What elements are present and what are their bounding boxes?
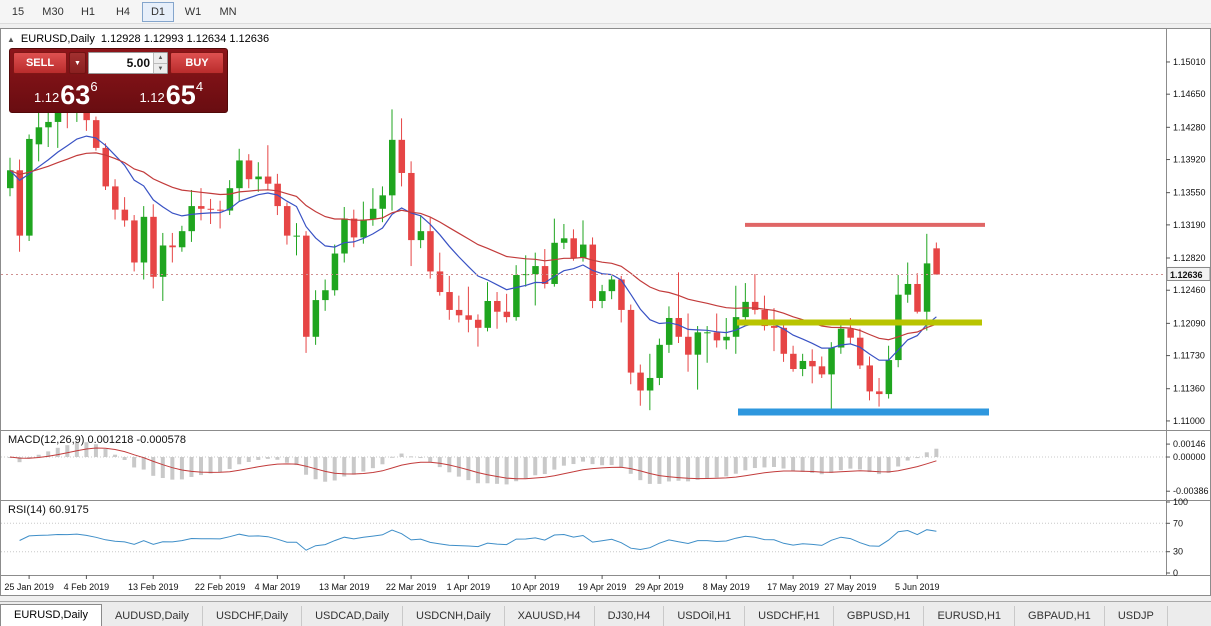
svg-text:1.11000: 1.11000 bbox=[1173, 416, 1205, 426]
period-m30-button[interactable]: M30 bbox=[42, 5, 64, 18]
svg-text:1 Apr 2019: 1 Apr 2019 bbox=[447, 582, 491, 592]
rsi-label: RSI(14) 60.9175 bbox=[8, 504, 89, 516]
period-h1-button[interactable]: H1 bbox=[80, 5, 96, 18]
svg-text:4 Mar 2019: 4 Mar 2019 bbox=[255, 582, 301, 592]
svg-text:19 Apr 2019: 19 Apr 2019 bbox=[578, 582, 627, 592]
rsi-line bbox=[19, 529, 937, 551]
svg-text:1.12820: 1.12820 bbox=[1173, 253, 1206, 263]
svg-text:100: 100 bbox=[1173, 497, 1188, 507]
tab-usdoil-h1[interactable]: USDOil,H1 bbox=[664, 606, 746, 626]
chart-tabs-bar: EURUSD,Daily AUDUSD,Daily USDCHF,Daily U… bbox=[0, 601, 1211, 626]
tab-eurusd-daily[interactable]: EURUSD,Daily bbox=[0, 604, 102, 626]
buy-price-pips: 65 bbox=[165, 80, 196, 110]
chart-title: ▲ EURUSD,Daily 1.12928 1.12993 1.12634 1… bbox=[7, 33, 269, 45]
tab-usdchf-daily[interactable]: USDCHF,Daily bbox=[203, 606, 303, 626]
svg-text:-0.00386: -0.00386 bbox=[1173, 486, 1209, 496]
svg-text:1.13550: 1.13550 bbox=[1173, 188, 1206, 198]
svg-text:8 May 2019: 8 May 2019 bbox=[703, 582, 750, 592]
chart-canvas[interactable]: 1.15010 1.14650 1.14280 1.13920 1.13550 1.131… bbox=[0, 24, 1211, 602]
tab-usdcad-daily[interactable]: USDCAD,Daily bbox=[302, 606, 404, 626]
rsi-axis: 100 70 30 0 bbox=[1166, 497, 1188, 578]
svg-text:27 May 2019: 27 May 2019 bbox=[824, 582, 876, 592]
tab-eurusd-h1[interactable]: EURUSD,H1 bbox=[924, 606, 1016, 626]
ma-slow-line bbox=[9, 152, 937, 341]
candlestick-series bbox=[7, 97, 940, 415]
tab-dj30-h4[interactable]: DJ30,H4 bbox=[595, 606, 665, 626]
svg-text:1.12636: 1.12636 bbox=[1170, 270, 1203, 280]
collapse-trade-panel-icon[interactable]: ▲ bbox=[7, 34, 15, 44]
svg-text:22 Mar 2019: 22 Mar 2019 bbox=[386, 582, 437, 592]
tab-xauusd-h4[interactable]: XAUUSD,H4 bbox=[505, 606, 595, 626]
svg-text:70: 70 bbox=[1173, 518, 1183, 528]
period-h4-button[interactable]: H4 bbox=[115, 5, 131, 18]
ma-fast-line bbox=[9, 135, 937, 361]
volume-box: ▲ ▼ bbox=[88, 52, 168, 74]
buy-button[interactable]: BUY bbox=[170, 52, 224, 74]
chart-symbol-label: EURUSD,Daily bbox=[20, 33, 95, 45]
svg-text:0: 0 bbox=[1173, 568, 1178, 578]
macd-label: MACD(12,26,9) 0.001218 -0.000578 bbox=[8, 434, 186, 446]
period-m15-button[interactable]: 15 bbox=[11, 5, 25, 18]
chart-window-frame bbox=[0, 28, 1211, 596]
buy-price-display[interactable]: 1.12 65 4 bbox=[119, 76, 225, 109]
sell-price-point: 6 bbox=[90, 79, 98, 94]
tab-gbpaud-h1[interactable]: GBPAUD,H1 bbox=[1015, 606, 1105, 626]
order-type-dropdown[interactable]: ▼ bbox=[69, 52, 86, 74]
svg-text:30: 30 bbox=[1173, 547, 1183, 557]
chart-window: 1.15010 1.14650 1.14280 1.13920 1.13550 1.131… bbox=[0, 24, 1211, 602]
svg-text:4 Feb 2019: 4 Feb 2019 bbox=[64, 582, 110, 592]
macd-axis: 0.00146 0.00000 -0.00386 bbox=[1166, 439, 1209, 496]
svg-text:1.14280: 1.14280 bbox=[1173, 122, 1206, 132]
chart-ohlc-values: 1.12928 1.12993 1.12634 1.12636 bbox=[100, 33, 270, 45]
svg-text:0.00000: 0.00000 bbox=[1173, 452, 1206, 462]
macd-histogram bbox=[8, 442, 939, 485]
svg-text:1.15010: 1.15010 bbox=[1173, 57, 1206, 67]
sell-price-display[interactable]: 1.12 63 6 bbox=[13, 76, 119, 109]
svg-text:1.12460: 1.12460 bbox=[1173, 285, 1206, 295]
stepper-down-icon[interactable]: ▼ bbox=[154, 64, 167, 73]
svg-text:1.13920: 1.13920 bbox=[1173, 155, 1206, 165]
tab-usdjp[interactable]: USDJP bbox=[1105, 606, 1168, 626]
tab-audusd-daily[interactable]: AUDUSD,Daily bbox=[102, 606, 203, 626]
price-axis[interactable]: 1.15010 1.14650 1.14280 1.13920 1.13550 1.131… bbox=[1166, 57, 1206, 426]
svg-text:1.11360: 1.11360 bbox=[1173, 384, 1205, 394]
svg-text:10 Apr 2019: 10 Apr 2019 bbox=[511, 582, 560, 592]
svg-text:1.12090: 1.12090 bbox=[1173, 318, 1206, 328]
volume-input[interactable] bbox=[89, 53, 153, 73]
svg-text:13 Mar 2019: 13 Mar 2019 bbox=[319, 582, 370, 592]
stepper-up-icon[interactable]: ▲ bbox=[154, 53, 167, 64]
tab-usdchf-h1[interactable]: USDCHF,H1 bbox=[745, 606, 834, 626]
sell-price-pips: 63 bbox=[60, 80, 91, 110]
macd-signal-line bbox=[9, 447, 937, 480]
period-w1-button[interactable]: W1 bbox=[184, 5, 202, 18]
tab-usdcnh-daily[interactable]: USDCNH,Daily bbox=[403, 606, 505, 626]
sell-price-prefix: 1.12 bbox=[33, 90, 60, 105]
svg-text:22 Feb 2019: 22 Feb 2019 bbox=[195, 582, 246, 592]
buy-price-point: 4 bbox=[195, 79, 204, 94]
tab-gbpusd-h1[interactable]: GBPUSD,H1 bbox=[834, 606, 925, 626]
bid-price-tag bbox=[1166, 266, 1211, 281]
time-axis[interactable]: 25 Jan 2019 4 Feb 2019 13 Feb 2019 22 Feb 2… bbox=[4, 575, 940, 592]
one-click-trade-panel: SELL ▼ ▲ ▼ BUY 1.12 63 6 bbox=[9, 48, 228, 113]
period-d1-button[interactable]: D1 bbox=[142, 1, 174, 22]
volume-stepper: ▲ ▼ bbox=[153, 53, 167, 73]
sell-button[interactable]: SELL bbox=[13, 52, 67, 74]
svg-text:1.13190: 1.13190 bbox=[1173, 220, 1206, 230]
svg-text:13 Feb 2019: 13 Feb 2019 bbox=[128, 582, 179, 592]
svg-text:1.14650: 1.14650 bbox=[1173, 89, 1206, 99]
svg-text:0.00146: 0.00146 bbox=[1173, 439, 1206, 449]
svg-text:5 Jun 2019: 5 Jun 2019 bbox=[895, 582, 940, 592]
period-mn-button[interactable]: MN bbox=[219, 5, 237, 18]
svg-text:25 Jan 2019: 25 Jan 2019 bbox=[4, 582, 54, 592]
buy-price-prefix: 1.12 bbox=[139, 90, 165, 105]
timeframe-toolbar: 15 M30 H1 H4 D1 W1 MN bbox=[0, 0, 1211, 24]
svg-text:1.11730: 1.11730 bbox=[1173, 351, 1205, 361]
chevron-down-icon: ▼ bbox=[74, 59, 81, 67]
svg-text:17 May 2019: 17 May 2019 bbox=[767, 582, 819, 592]
svg-text:29 Apr 2019: 29 Apr 2019 bbox=[635, 582, 684, 592]
